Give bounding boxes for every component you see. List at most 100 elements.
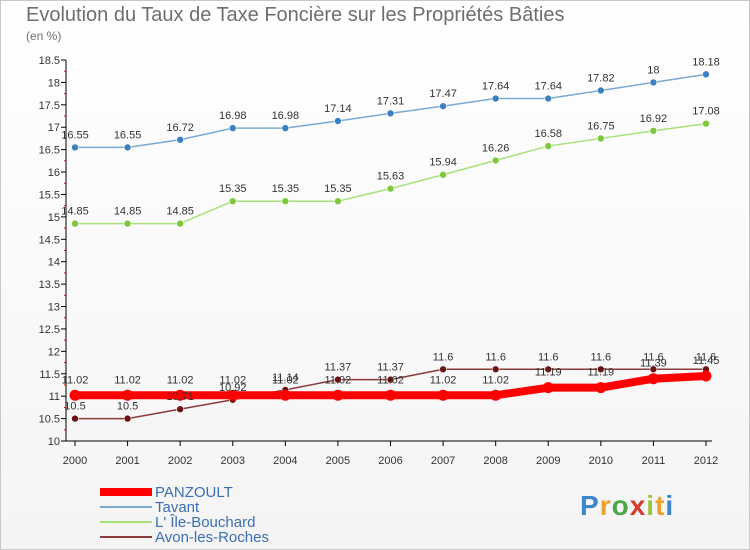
y-tick-label: 10.5: [39, 414, 60, 426]
data-point: [174, 389, 186, 401]
data-point: [228, 197, 237, 205]
x-tick-label: 2004: [273, 455, 297, 467]
data-point: [439, 102, 447, 110]
data-label: 11.6: [433, 351, 454, 363]
y-tick-label: 11.5: [39, 369, 60, 381]
y-tick-label: 12: [48, 346, 60, 358]
data-label: 11.02: [430, 374, 457, 386]
x-tick-label: 2007: [431, 455, 455, 467]
data-point: [279, 389, 291, 401]
x-tick-label: 2008: [483, 455, 507, 467]
data-label: 16.75: [587, 120, 615, 132]
data-point: [700, 370, 712, 382]
logo-letter: o: [611, 490, 630, 521]
x-tick-label: 2002: [168, 455, 192, 467]
y-tick-label: 18.5: [39, 55, 60, 67]
data-point: [491, 365, 500, 374]
data-label: 17.31: [377, 95, 405, 107]
data-label: 17.64: [482, 81, 510, 93]
x-tick-label: 2012: [694, 455, 718, 467]
data-label: 16.26: [482, 142, 510, 154]
data-label: 17.14: [324, 103, 352, 115]
data-label: 14.85: [166, 206, 194, 218]
proxiti-logo: Proxiti: [580, 490, 674, 522]
data-point: [597, 86, 605, 95]
data-label: 11.02: [167, 374, 194, 386]
y-tick-label: 14.5: [39, 234, 60, 246]
data-label: 11.02: [219, 374, 246, 386]
data-label: 11.02: [62, 374, 89, 386]
data-point: [649, 365, 658, 374]
data-label: 11.6: [696, 351, 717, 363]
data-point: [71, 219, 79, 228]
data-label: 15.35: [324, 183, 352, 195]
y-tick-label: 15.5: [39, 189, 60, 201]
data-point: [176, 135, 184, 144]
y-tick-label: 13.5: [39, 279, 60, 291]
data-point: [386, 109, 395, 118]
data-label: 14.85: [114, 206, 142, 218]
data-point: [334, 375, 342, 384]
data-point: [439, 365, 447, 374]
data-point: [228, 124, 237, 132]
y-tick-label: 15: [48, 212, 60, 224]
data-label: 11.02: [114, 374, 141, 386]
logo-letter: r: [599, 490, 612, 521]
y-tick-label: 11: [49, 391, 60, 403]
data-point: [176, 219, 184, 228]
data-point: [647, 373, 659, 385]
data-point: [439, 170, 447, 179]
data-label: 11.45: [693, 355, 720, 367]
y-tick-label: 13: [48, 302, 60, 314]
data-label: 15.94: [429, 157, 457, 169]
data-point: [490, 389, 502, 401]
data-point: [597, 365, 605, 374]
data-point: [597, 134, 605, 143]
data-label: 17.64: [534, 81, 562, 93]
x-tick-label: 2011: [642, 455, 666, 467]
y-tick-label: 16.5: [39, 145, 60, 157]
logo-letter: P: [580, 490, 600, 521]
data-label: 16.55: [61, 129, 89, 141]
data-label: 16.72: [166, 122, 194, 134]
data-point: [71, 143, 79, 152]
x-tick-label: 2006: [378, 455, 402, 467]
data-label: 15.35: [272, 183, 300, 195]
data-label: 10.5: [117, 401, 138, 413]
data-point: [69, 389, 81, 401]
data-label: 11.02: [325, 374, 352, 386]
data-point: [281, 197, 290, 205]
data-label: 10.71: [166, 391, 194, 403]
data-point: [649, 127, 658, 135]
data-label: 11.19: [535, 367, 562, 379]
data-label: 16.92: [640, 113, 668, 125]
data-label: 11.6: [591, 351, 612, 363]
data-label: 11.37: [325, 362, 352, 374]
data-point: [334, 117, 342, 125]
data-label: 10.5: [64, 401, 85, 413]
data-label: 11.14: [272, 372, 299, 384]
legend-label-0: PANZOULT: [155, 484, 233, 501]
data-point: [491, 156, 500, 165]
logo-letter: i: [665, 490, 675, 521]
data-point: [385, 389, 396, 401]
x-tick-label: 2009: [536, 455, 560, 467]
data-point: [542, 382, 554, 394]
data-label: 11.19: [587, 367, 614, 379]
y-tick-label: 14: [48, 257, 60, 269]
data-label: 10.92: [219, 382, 247, 394]
x-tick-label: 2000: [63, 455, 87, 467]
data-label: 17.08: [692, 106, 720, 118]
data-point: [544, 94, 553, 103]
chart-title: Evolution du Taux de Taxe Foncière sur l…: [26, 4, 565, 26]
data-point: [491, 94, 500, 103]
data-label: 11.6: [485, 351, 506, 363]
data-label: 11.02: [272, 374, 299, 386]
data-label: 16.98: [219, 110, 247, 122]
data-point: [227, 389, 239, 401]
data-point: [281, 124, 290, 132]
x-tick-label: 2005: [326, 455, 350, 467]
y-tick-label: 17.5: [39, 100, 60, 112]
